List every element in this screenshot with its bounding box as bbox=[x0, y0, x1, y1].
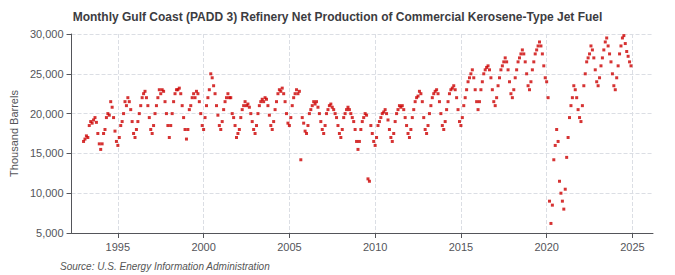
svg-text:2000: 2000 bbox=[191, 241, 215, 253]
svg-text:2005: 2005 bbox=[277, 241, 301, 253]
svg-text:30,000: 30,000 bbox=[30, 28, 64, 40]
svg-text:2015: 2015 bbox=[449, 241, 473, 253]
svg-text:10,000: 10,000 bbox=[30, 187, 64, 199]
svg-text:2010: 2010 bbox=[363, 241, 387, 253]
svg-text:Monthly Gulf Coast (PADD 3) Re: Monthly Gulf Coast (PADD 3) Refinery Net… bbox=[73, 10, 603, 24]
svg-text:15,000: 15,000 bbox=[30, 147, 64, 159]
svg-text:2025: 2025 bbox=[620, 241, 644, 253]
svg-text:Thousand Barrels: Thousand Barrels bbox=[8, 90, 20, 177]
svg-text:25,000: 25,000 bbox=[30, 68, 64, 80]
svg-text:2020: 2020 bbox=[534, 241, 558, 253]
svg-text:20,000: 20,000 bbox=[30, 108, 64, 120]
svg-text:5,000: 5,000 bbox=[36, 227, 64, 239]
svg-text:Source: U.S. Energy Informatio: Source: U.S. Energy Information Administ… bbox=[60, 261, 270, 272]
svg-text:1995: 1995 bbox=[106, 241, 130, 253]
